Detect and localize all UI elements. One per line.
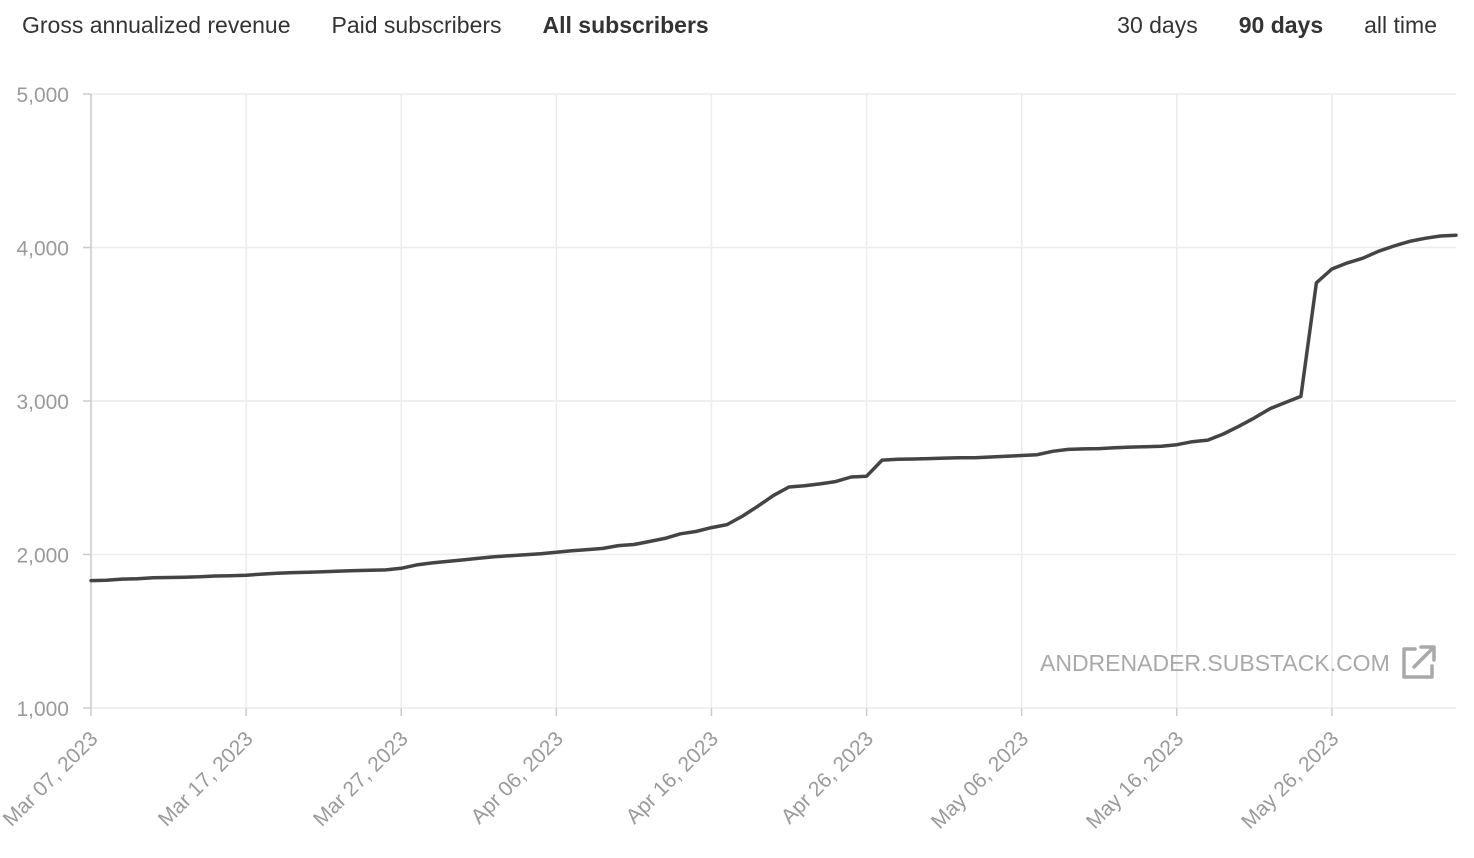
external-link-icon xyxy=(1398,643,1438,683)
series-line xyxy=(89,233,1458,583)
y-tick-label: 4,000 xyxy=(16,238,69,261)
series-layer xyxy=(89,233,1458,583)
tab-all-subscribers[interactable]: All subscribers xyxy=(542,12,709,38)
x-tick-label: Mar 27, 2023 xyxy=(309,727,413,831)
x-tick-label: Mar 17, 2023 xyxy=(154,727,258,831)
x-tick-label: Mar 07, 2023 xyxy=(0,727,103,831)
x-tick-label: Apr 16, 2023 xyxy=(622,727,723,828)
y-tick-label: 5,000 xyxy=(16,84,69,107)
axis-layer xyxy=(83,93,1333,716)
y-tick-label: 3,000 xyxy=(16,391,69,414)
x-tick-label: May 06, 2023 xyxy=(927,727,1033,833)
grid-layer xyxy=(90,93,1456,709)
x-tick-label: May 16, 2023 xyxy=(1082,727,1188,833)
x-tick-label: Apr 06, 2023 xyxy=(467,727,568,828)
tab-90-days[interactable]: 90 days xyxy=(1238,12,1324,38)
y-tick-label: 2,000 xyxy=(16,545,69,568)
watermark-link[interactable]: ANDRENADER.SUBSTACK.COM xyxy=(1040,643,1438,683)
tab-30-days[interactable]: 30 days xyxy=(1117,12,1198,38)
y-tick-label: 1,000 xyxy=(16,698,69,721)
x-tick-label: Apr 26, 2023 xyxy=(777,727,878,828)
x-tick-label: May 26, 2023 xyxy=(1237,727,1343,833)
tab-paid-subscribers[interactable]: Paid subscribers xyxy=(331,12,502,38)
metric-tabs: Gross annualized revenue Paid subscriber… xyxy=(22,10,709,40)
tab-all-time[interactable]: all time xyxy=(1364,12,1437,38)
range-tabs: 30 days 90 days all time xyxy=(1117,10,1437,40)
tab-gross-annualized-revenue[interactable]: Gross annualized revenue xyxy=(22,12,291,38)
watermark-text: ANDRENADER.SUBSTACK.COM xyxy=(1040,649,1390,676)
y-axis-ticks: 1,000 2,000 3,000 4,000 5,000 xyxy=(16,84,69,721)
x-axis-ticks: Mar 07, 2023 Mar 17, 2023 Mar 27, 2023 Apr … xyxy=(0,727,1343,833)
